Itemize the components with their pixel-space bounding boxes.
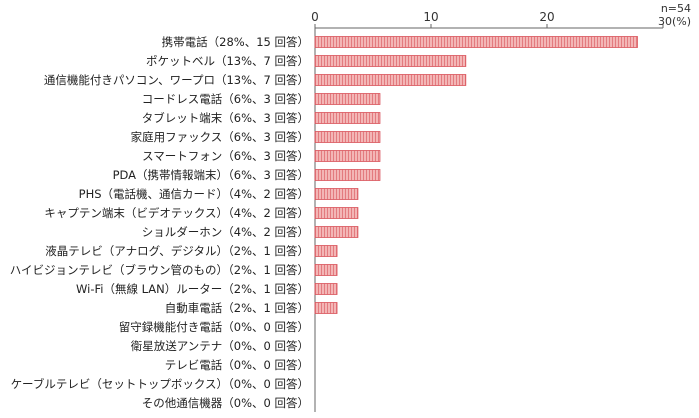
bar [314, 150, 381, 162]
category-label: ショルダーホン（4%、2 回答） [142, 225, 309, 239]
category-label: ハイビジョンテレビ（ブラウン管のもの）（2%、1 回答） [10, 263, 309, 277]
category-label: 家庭用ファックス（6%、3 回答） [131, 130, 309, 144]
bar [314, 264, 338, 276]
bar [314, 112, 381, 124]
category-label: Wi-Fi（無線 LAN）ルーター（2%、1 回答） [76, 282, 309, 296]
bar [314, 226, 359, 238]
bar [314, 74, 467, 86]
category-label: 自動車電話（2%、1 回答） [165, 301, 309, 315]
category-label: 液晶テレビ（アナログ、デジタル）（2%、1 回答） [45, 244, 309, 258]
category-label: 通信機能付きパソコン、ワープロ（13%、7 回答） [44, 73, 309, 87]
category-label: ケーブルテレビ（セットトップボックス）（0%、0 回答） [11, 377, 309, 391]
category-label: キャプテン端末（ビデオテックス）（4%、2 回答） [44, 206, 309, 220]
x-tick-label: 10 [423, 10, 438, 24]
category-label: タブレット端末（6%、3 回答） [142, 111, 309, 125]
x-tick-label: 20 [539, 10, 554, 24]
category-label: ポケットベル（13%、7 回答） [146, 54, 309, 68]
category-label: PDA（携帯情報端末）（6%、3 回答） [113, 168, 309, 182]
bar [314, 131, 381, 143]
category-label: PHS（電話機、通信カード）（4%、2 回答） [79, 187, 309, 201]
axis-unit-label: 30(%) [657, 15, 691, 28]
bar [314, 93, 381, 105]
bar [314, 36, 638, 48]
bar [314, 55, 467, 67]
category-label: テレビ電話（0%、0 回答） [165, 358, 309, 372]
bar [314, 207, 359, 219]
sample-size-label: n=54 [660, 2, 691, 15]
bar [314, 245, 338, 257]
bar [314, 302, 338, 314]
sample-note: n=54 30(%) [658, 2, 691, 28]
category-label: その他通信機器（0%、0 回答） [142, 396, 309, 410]
bar [314, 169, 381, 181]
category-label: スマートフォン（6%、3 回答） [142, 149, 309, 163]
category-label: 留守録機能付き電話（0%、0 回答） [119, 320, 309, 334]
bar [314, 188, 359, 200]
category-label: コードレス電話（6%、3 回答） [142, 92, 309, 106]
category-label: 衛星放送アンテナ（0%、0 回答） [131, 339, 309, 353]
bar [314, 283, 338, 295]
category-label: 携帯電話（28%、15 回答） [162, 35, 309, 49]
x-tick-label: 0 [311, 10, 319, 24]
